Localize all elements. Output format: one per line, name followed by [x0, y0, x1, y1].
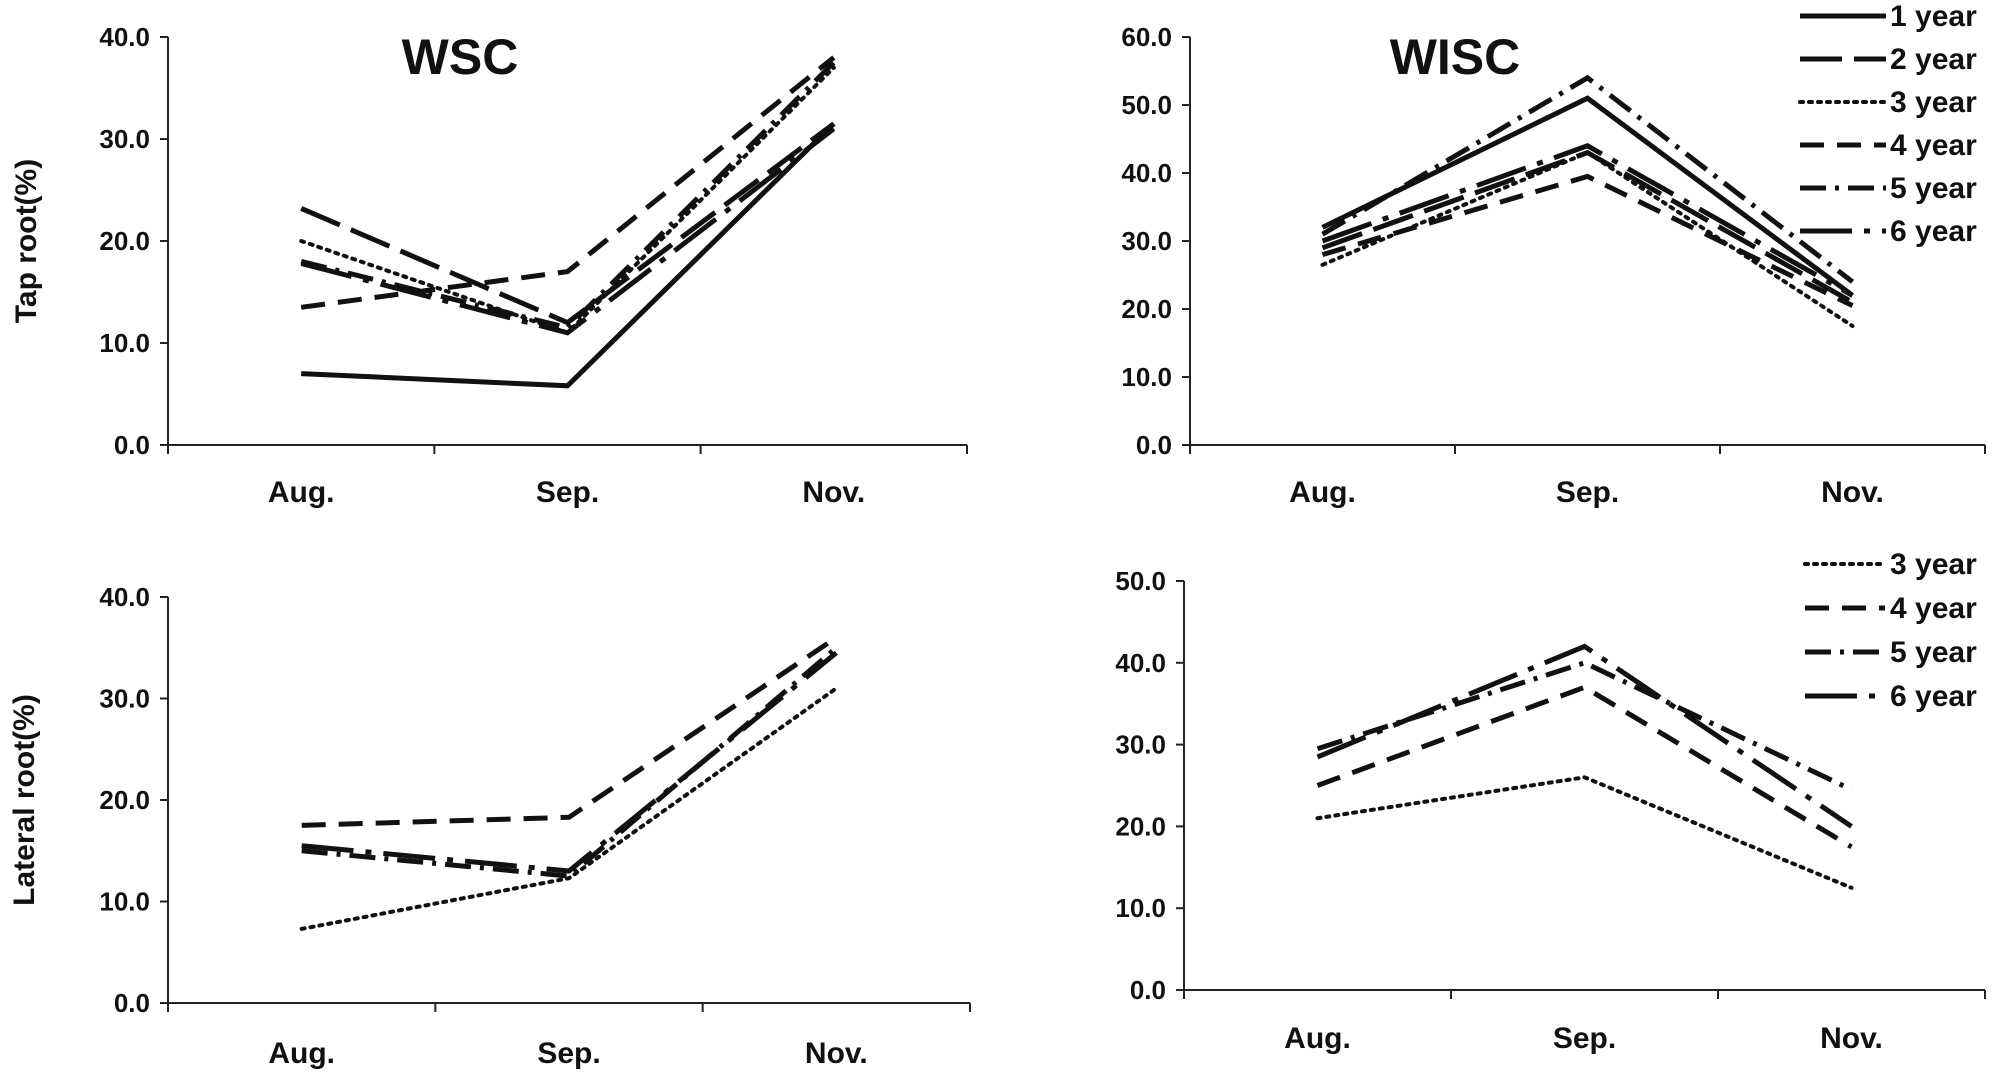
series-line-6-year: [1316, 643, 1853, 829]
chart-panel-3: 0.0 10.0 20.0 30.0 40.0 Aug. Sep. Nov. Lateral r…: [8, 582, 971, 1070]
series-line-2-year: [300, 121, 836, 326]
series-line-4-year: [301, 635, 838, 828]
series-line-6-year: [300, 126, 836, 336]
y-tick-label: 10.0: [1121, 362, 1172, 392]
legend-label: 6 year: [1890, 680, 1977, 713]
legend-label: 1 year: [1890, 0, 1977, 33]
y-tick-label: 0.0: [1130, 975, 1166, 1005]
chart-panel-2: 0.0 10.0 20.0 30.0 40.0 50.0 60.0 Aug. Sep. Nov. W…: [1121, 0, 1986, 509]
chart-panel-4: 0.0 10.0 20.0 30.0 40.0 50.0 Aug. Sep. Nov. 3 yea…: [1115, 548, 1986, 1055]
x-tick-label: Sep.: [537, 1037, 600, 1070]
legend-label: 4 year: [1890, 129, 1977, 162]
y-tick-label: 40.0: [1115, 648, 1166, 678]
chart-title: WSC: [402, 29, 519, 85]
y-tick-label: 40.0: [99, 22, 150, 52]
y-axis-label: Tap root(%): [10, 159, 43, 323]
y-tick-label: 40.0: [99, 582, 150, 612]
y-tick-label: 60.0: [1121, 22, 1172, 52]
x-tick-label: Aug.: [268, 1037, 335, 1070]
y-tick-label: 10.0: [1115, 893, 1166, 923]
chart-panel-1: 0.0 10.0 20.0 30.0 40.0 Aug. Sep. Nov. WSC Tap ro…: [10, 22, 968, 509]
legend-label: 5 year: [1890, 172, 1977, 205]
y-tick-label: 20.0: [99, 785, 150, 815]
series-line-5-year: [300, 60, 836, 331]
y-tick-label: 50.0: [1121, 90, 1172, 120]
series-line-1-year: [301, 121, 836, 389]
y-tick-label: 10.0: [99, 887, 150, 917]
x-tick-label: Aug.: [1284, 1022, 1351, 1055]
y-tick-label: 0.0: [1136, 430, 1172, 460]
y-tick-label: 50.0: [1115, 566, 1166, 596]
chart-title: WISC: [1390, 29, 1521, 85]
series-line-4-year: [1316, 684, 1853, 850]
series-line-5-year: [1321, 74, 1855, 284]
legend-label: 3 year: [1890, 86, 1977, 119]
y-tick-label: 30.0: [1121, 226, 1172, 256]
x-tick-label: Aug.: [1289, 476, 1356, 509]
legend-label: 3 year: [1890, 548, 1977, 581]
y-tick-label: 0.0: [114, 430, 150, 460]
x-tick-label: Sep.: [536, 476, 599, 509]
y-tick-label: 30.0: [99, 124, 150, 154]
legend-label: 5 year: [1890, 636, 1977, 669]
y-axis-label: Lateral root(%): [8, 694, 41, 906]
x-tick-label: Nov.: [1820, 1022, 1883, 1055]
y-tick-label: 30.0: [99, 684, 150, 714]
series-line-4-year: [300, 55, 836, 310]
legend-label: 2 year: [1890, 43, 1977, 76]
series-line-3-year: [299, 686, 839, 931]
y-tick-label: 20.0: [1121, 294, 1172, 324]
y-tick-label: 40.0: [1121, 158, 1172, 188]
series-line-3-year: [1315, 775, 1854, 890]
x-tick-label: Nov.: [802, 476, 865, 509]
y-tick-label: 0.0: [114, 988, 150, 1018]
x-tick-label: Sep.: [1556, 476, 1619, 509]
x-tick-label: Aug.: [268, 476, 335, 509]
y-tick-label: 30.0: [1115, 730, 1166, 760]
x-tick-label: Nov.: [1821, 476, 1884, 509]
legend: 1 year 2 year 3 year 4 year 5 year 6 year: [1798, 0, 1977, 248]
y-tick-label: 20.0: [99, 226, 150, 256]
y-tick-label: 20.0: [1115, 811, 1166, 841]
x-tick-label: Sep.: [1553, 1022, 1616, 1055]
series-line-3-year: [1320, 150, 1855, 328]
y-tick-label: 10.0: [99, 328, 150, 358]
x-tick-label: Nov.: [805, 1037, 868, 1070]
legend-label: 4 year: [1890, 592, 1977, 625]
legend-label: 6 year: [1890, 215, 1977, 248]
series-line-4-year: [1321, 173, 1854, 308]
series-line-6-year: [301, 650, 838, 874]
series-line-5-year: [301, 645, 838, 879]
legend: 3 year 4 year 5 year 6 year: [1803, 548, 1977, 713]
series-line-6-year: [1321, 143, 1854, 298]
